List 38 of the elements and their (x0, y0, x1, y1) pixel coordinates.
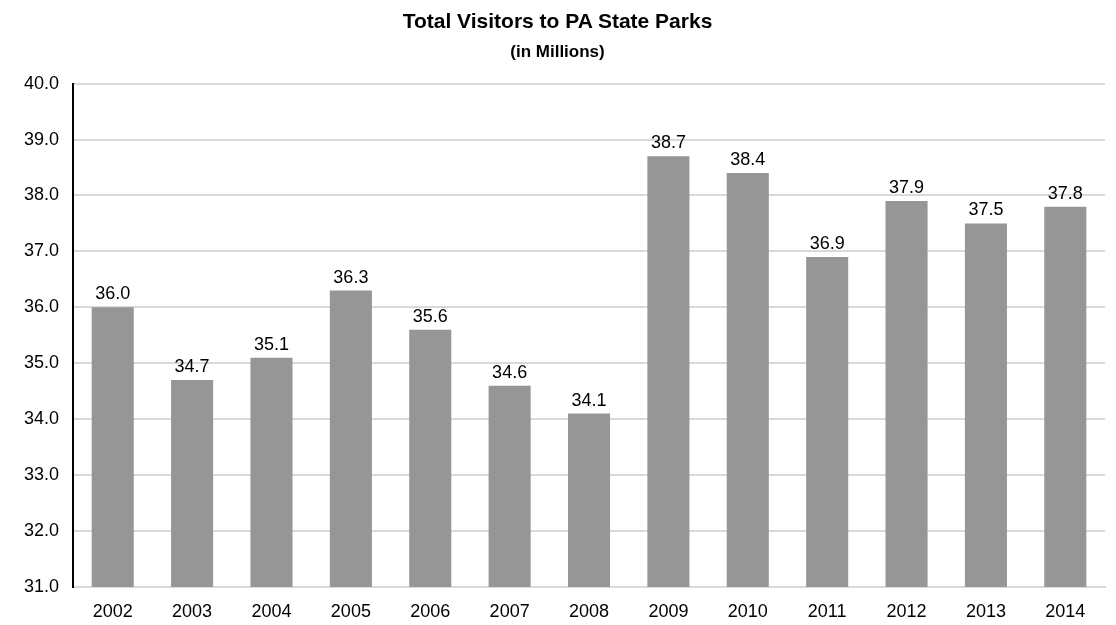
x-tick-label: 2005 (330, 600, 371, 621)
data-label: 35.6 (412, 305, 448, 326)
x-tick-label: 2008 (568, 600, 610, 621)
chart-title: Total Visitors to PA State Parks (402, 9, 713, 33)
data-label: 37.5 (968, 199, 1004, 220)
data-label: 37.9 (889, 177, 925, 198)
y-tick-label: 39.0 (23, 128, 60, 149)
x-tick-label: 2011 (807, 600, 847, 621)
data-label: 36.0 (95, 283, 131, 304)
data-label: 35.1 (253, 333, 290, 354)
y-tick-label: 38.0 (23, 184, 60, 205)
x-tick-label: 2006 (410, 600, 451, 621)
x-tick-label: 2013 (965, 600, 1006, 621)
data-label: 38.4 (730, 149, 766, 170)
data-label: 34.1 (571, 389, 607, 410)
y-tick-label: 36.0 (23, 296, 60, 317)
data-label: 36.3 (333, 266, 369, 287)
x-tick-label: 2012 (886, 600, 927, 621)
y-tick-label: 31.0 (23, 575, 60, 596)
x-tick-label: 2010 (727, 600, 768, 621)
x-tick-label: 2009 (648, 600, 689, 621)
x-tick-label: 2007 (489, 600, 530, 621)
y-tick-label: 37.0 (23, 240, 60, 261)
y-tick-label: 32.0 (23, 520, 60, 541)
y-tick-label: 33.0 (23, 464, 60, 485)
y-tick-label: 40.0 (23, 72, 60, 93)
x-tick-label: 2004 (251, 600, 292, 621)
y-tick-label: 34.0 (23, 408, 60, 429)
chart-subtitle: (in Millions) (510, 42, 605, 62)
x-tick-label: 2003 (172, 600, 213, 621)
data-label: 38.7 (650, 132, 686, 153)
data-label: 34.7 (174, 356, 210, 377)
x-tick-label: 2014 (1045, 600, 1086, 621)
y-tick-label: 35.0 (23, 352, 60, 373)
data-label: 34.6 (492, 361, 528, 382)
x-tick-label: 2002 (92, 600, 133, 621)
data-label: 37.8 (1047, 182, 1083, 203)
data-label: 36.9 (809, 232, 845, 253)
